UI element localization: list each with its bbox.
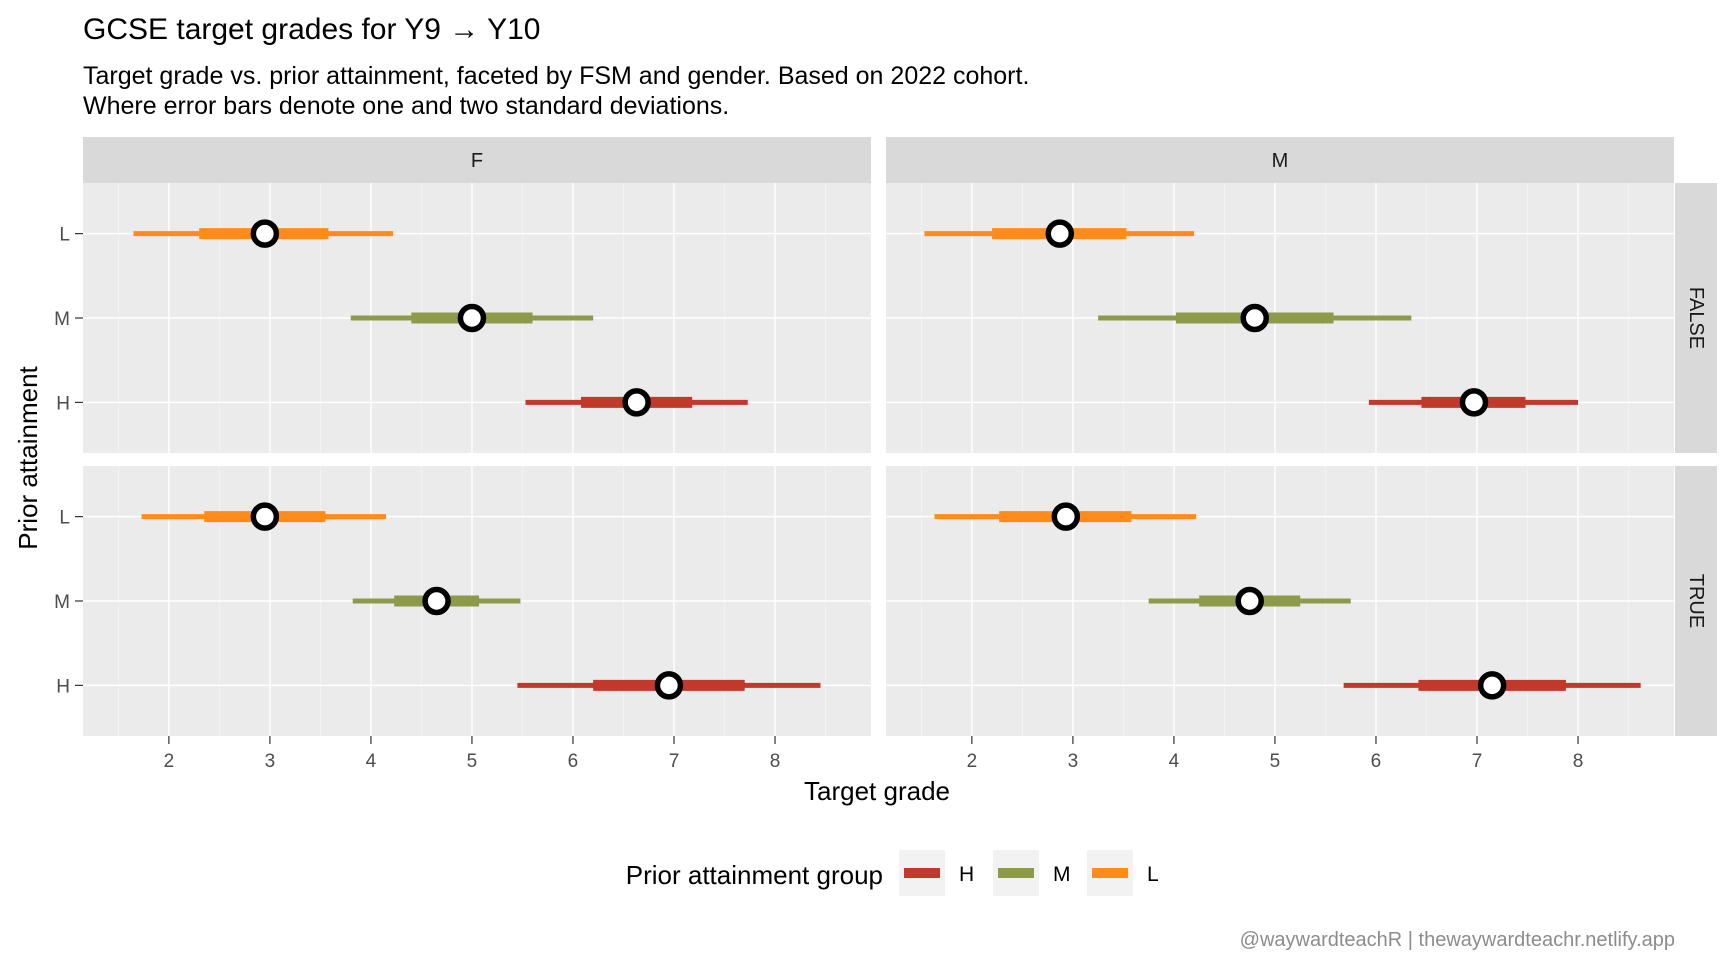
mean-point-L xyxy=(1045,219,1075,248)
legend: Prior attainment group H M L xyxy=(626,850,1159,896)
mean-point-L xyxy=(250,502,280,531)
mean-point-M xyxy=(457,303,487,333)
y-tick-label-L: L xyxy=(59,225,70,246)
x-tick-label: 8 xyxy=(770,751,781,772)
legend-label-H: H xyxy=(959,863,974,886)
facet-strip-M xyxy=(886,137,1674,183)
facet-strip-label-F: F xyxy=(471,150,483,172)
facet-strip-label-true: TRUE xyxy=(1685,574,1707,628)
facet-strip-true xyxy=(1675,466,1717,736)
mean-point-H xyxy=(654,671,684,700)
panel-F-false: L M H xyxy=(54,183,871,453)
x-tick-label: 2 xyxy=(967,751,978,772)
chart-caption: @waywardteachR | thewaywardteachr.netlif… xyxy=(1240,929,1675,951)
x-tick-label: 3 xyxy=(1068,751,1079,772)
legend-label-L: L xyxy=(1147,863,1159,886)
y-tick-label-H: H xyxy=(56,393,70,414)
y-tick-label-M: M xyxy=(54,309,70,330)
y-tick-label-H: H xyxy=(56,676,70,697)
y-tick-label-M: M xyxy=(54,592,70,613)
y-tick-label-L: L xyxy=(59,508,70,529)
x-tick-label: 7 xyxy=(1472,751,1483,772)
mean-point-M xyxy=(1235,586,1264,616)
x-tick-label: 8 xyxy=(1573,751,1584,772)
x-axis-title: Target grade xyxy=(804,776,950,806)
legend-label-M: M xyxy=(1053,863,1071,886)
x-tick-label: 2 xyxy=(164,751,175,772)
mean-point-M xyxy=(422,586,451,616)
mean-point-M xyxy=(1240,303,1269,333)
mean-point-H xyxy=(1459,388,1489,417)
panel-M-false xyxy=(886,183,1674,453)
mean-point-H xyxy=(622,388,651,417)
facet-strip-F xyxy=(83,137,871,183)
x-tick-label: 5 xyxy=(467,751,478,772)
x-tick-label: 7 xyxy=(669,751,680,772)
mean-point-H xyxy=(1477,671,1507,700)
chart-subtitle-line-1: Target grade vs. prior attainment, facet… xyxy=(83,62,1029,90)
facet-strip-label-M: M xyxy=(1272,150,1289,172)
x-tick-label: 4 xyxy=(1169,751,1180,772)
facet-strip-label-false: FALSE xyxy=(1685,287,1707,349)
x-tick-label: 5 xyxy=(1270,751,1281,772)
legend-title: Prior attainment group xyxy=(626,860,883,890)
y-axis-title: Prior attainment xyxy=(13,365,43,549)
mean-point-L xyxy=(1051,502,1081,531)
x-tick-label: 4 xyxy=(366,751,377,772)
facet-strip-false xyxy=(1675,183,1717,453)
x-tick-label: 6 xyxy=(568,751,579,772)
x-tick-label: 6 xyxy=(1371,751,1382,772)
mean-point-L xyxy=(250,219,280,248)
panel-M-true: 2 3 4 5 6 7 8 xyxy=(886,466,1674,772)
facet-panels: F M FALSE TRUE L M H L M H 2 3 4 5 6 7 8 2 3 4 5 6 7 8 xyxy=(54,137,1717,772)
chart-subtitle-line-2: Where error bars denote one and two stan… xyxy=(83,92,729,120)
chart-title: GCSE target grades for Y9 → Y10 xyxy=(83,13,540,46)
x-tick-label: 3 xyxy=(265,751,276,772)
panel-F-true: L M H 2 3 4 5 6 7 8 xyxy=(54,466,871,772)
